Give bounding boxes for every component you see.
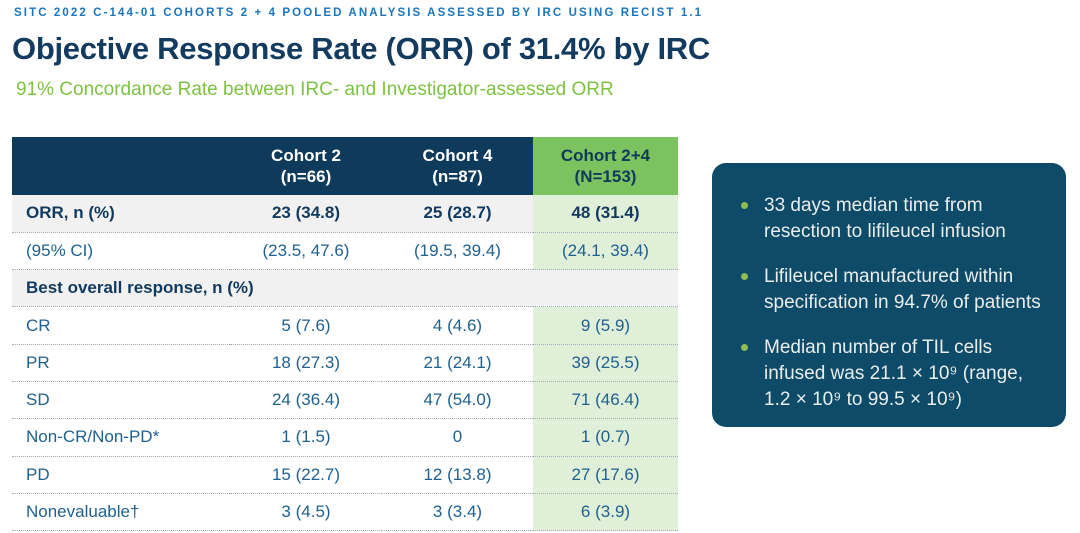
row-cell: 3 (3.4) <box>382 493 533 532</box>
row-cell: 18 (27.3) <box>230 344 382 382</box>
highlights-panel: 33 days median time from resection to li… <box>712 163 1066 427</box>
row-label: CR <box>12 306 230 345</box>
row-label: Best overall response, n (%) <box>12 269 533 308</box>
table-head-row: Cohort 2 (n=66) Cohort 4 (n=87) Cohort 2+4 (N… <box>12 137 678 195</box>
row-cell: 25 (28.7) <box>382 195 533 233</box>
highlight-bullet: Lifileucel manufactured within specifica… <box>736 264 1042 316</box>
table-row: CR 5 (7.6) 4 (4.6) 9 (5.9) <box>12 306 678 345</box>
row-cell: 21 (24.1) <box>382 344 533 382</box>
row-label: Non-CR/Non-PD* <box>12 418 230 457</box>
row-cell-pooled: 39 (25.5) <box>533 344 678 382</box>
row-label: PD <box>12 456 230 494</box>
row-cell-pooled: 71 (46.4) <box>533 381 678 420</box>
row-cell-pooled: 9 (5.9) <box>533 306 678 345</box>
column-header-2: Cohort 4 (n=87) <box>382 137 533 195</box>
table-row: PR 18 (27.3) 21 (24.1) 39 (25.5) <box>12 344 678 382</box>
row-label: (95% CI) <box>12 232 230 271</box>
row-cell-pooled: 6 (3.9) <box>533 493 678 532</box>
subtitle: 91% Concordance Rate between IRC- and In… <box>16 79 614 100</box>
corner-cell <box>12 137 230 195</box>
row-cell-pooled: 27 (17.6) <box>533 456 678 494</box>
row-cell: (23.5, 47.6) <box>230 232 382 271</box>
row-cell: 3 (4.5) <box>230 493 382 532</box>
column-header-3: Cohort 2+4 (N=153) <box>533 137 678 195</box>
row-cell: 12 (13.8) <box>382 456 533 494</box>
row-cell: 4 (4.6) <box>382 306 533 345</box>
row-cell: 5 (7.6) <box>230 306 382 345</box>
row-cell: 24 (36.4) <box>230 381 382 420</box>
table-row: ORR, n (%) 23 (34.8) 25 (28.7) 48 (31.4) <box>12 195 678 233</box>
results-table: Cohort 2 (n=66) Cohort 4 (n=87) Cohort 2+4 (N… <box>12 137 678 532</box>
row-cell-pooled <box>533 269 678 308</box>
table-row: Best overall response, n (%) <box>12 269 678 308</box>
row-label: Nonevaluable† <box>12 493 230 532</box>
row-cell-pooled: 1 (0.7) <box>533 418 678 457</box>
row-cell: (19.5, 39.4) <box>382 232 533 271</box>
page-title: Objective Response Rate (ORR) of 31.4% b… <box>12 31 710 66</box>
row-cell: 47 (54.0) <box>382 381 533 420</box>
row-cell: 1 (1.5) <box>230 418 382 457</box>
results-table-container: Cohort 2 (n=66) Cohort 4 (n=87) Cohort 2+4 (N… <box>12 137 678 532</box>
table-row: Non-CR/Non-PD* 1 (1.5) 0 1 (0.7) <box>12 418 678 457</box>
table-body: ORR, n (%) 23 (34.8) 25 (28.7) 48 (31.4) (95… <box>12 195 678 532</box>
table-row: SD 24 (36.4) 47 (54.0) 71 (46.4) <box>12 381 678 420</box>
row-cell: 0 <box>382 418 533 457</box>
row-cell-pooled: 48 (31.4) <box>533 195 678 233</box>
row-cell: 15 (22.7) <box>230 456 382 494</box>
table-row: (95% CI) (23.5, 47.6) (19.5, 39.4) (24.1, 3… <box>12 232 678 271</box>
row-cell: 23 (34.8) <box>230 195 382 233</box>
kicker-text: SITC 2022 C-144-01 COHORTS 2 + 4 POOLED … <box>14 7 704 19</box>
row-label: SD <box>12 381 230 420</box>
row-cell-pooled: (24.1, 39.4) <box>533 232 678 271</box>
highlights-list: 33 days median time from resection to li… <box>736 193 1042 413</box>
row-label: PR <box>12 344 230 382</box>
column-header-1: Cohort 2 (n=66) <box>230 137 382 195</box>
table-row: Nonevaluable† 3 (4.5) 3 (3.4) 6 (3.9) <box>12 493 678 532</box>
table-row: PD 15 (22.7) 12 (13.8) 27 (17.6) <box>12 456 678 494</box>
highlight-bullet: 33 days median time from resection to li… <box>736 193 1042 245</box>
highlight-bullet: Median number of TIL cells infused was 2… <box>736 335 1042 413</box>
row-label: ORR, n (%) <box>12 195 230 233</box>
